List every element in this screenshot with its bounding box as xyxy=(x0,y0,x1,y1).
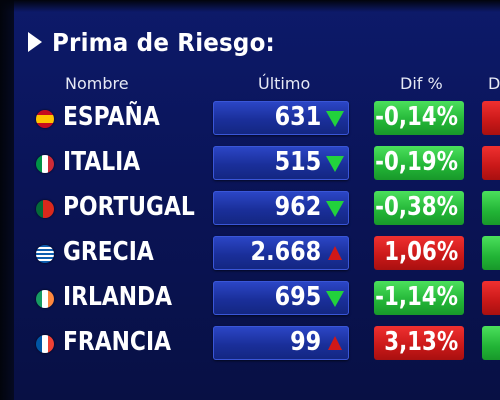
dif-cell: 3,13% xyxy=(374,326,464,360)
column-header-extra: D xyxy=(488,74,500,93)
last-value: 99 xyxy=(289,327,321,357)
dif-value: -1,14% xyxy=(375,282,458,312)
dif-cell: 1,06% xyxy=(374,236,464,270)
last-value: 2.668 xyxy=(250,237,321,267)
dif-value: 3,13% xyxy=(384,327,458,357)
france-flag-icon xyxy=(36,335,54,353)
screen-bezel-left xyxy=(0,0,14,400)
extra-cell xyxy=(482,101,500,135)
dif-cell: -0,14% xyxy=(374,101,464,135)
extra-cell xyxy=(482,191,500,225)
last-value: 631 xyxy=(274,102,321,132)
down-arrow-icon xyxy=(326,156,344,172)
ireland-flag-icon xyxy=(36,290,54,308)
portugal-flag-icon xyxy=(36,200,54,218)
down-arrow-icon xyxy=(326,201,344,217)
italy-flag-icon xyxy=(36,155,54,173)
country-name: IRLANDA xyxy=(63,282,173,312)
table-row: GRECIA 2.668 1,06% xyxy=(0,236,500,272)
last-value-cell: 515 xyxy=(213,146,349,180)
last-value-cell: 631 xyxy=(213,101,349,135)
dif-value: -0,19% xyxy=(375,147,458,177)
screen-bezel-top xyxy=(0,0,500,12)
column-header-name: Nombre xyxy=(65,74,129,93)
last-value: 962 xyxy=(274,192,321,222)
table-row: ESPAÑA 631 -0,14% xyxy=(0,101,500,137)
country-name: FRANCIA xyxy=(63,327,171,357)
dif-cell: -0,38% xyxy=(374,191,464,225)
table-row: ITALIA 515 -0,19% xyxy=(0,146,500,182)
title-row: Prima de Riesgo: xyxy=(28,22,294,62)
dif-cell: -0,19% xyxy=(374,146,464,180)
extra-cell xyxy=(482,146,500,180)
table-row: PORTUGAL 962 -0,38% xyxy=(0,191,500,227)
extra-cell xyxy=(482,236,500,270)
last-value-cell: 99 xyxy=(213,326,349,360)
table-row: IRLANDA 695 -1,14% xyxy=(0,281,500,317)
dif-value: -0,38% xyxy=(375,192,458,222)
play-arrow-icon xyxy=(28,32,42,52)
extra-cell xyxy=(482,281,500,315)
country-name: ITALIA xyxy=(63,147,141,177)
table-row: FRANCIA 99 3,13% xyxy=(0,326,500,362)
page-title: Prima de Riesgo: xyxy=(52,27,275,57)
column-header-last: Último xyxy=(258,74,311,93)
dif-cell: -1,14% xyxy=(374,281,464,315)
last-value-cell: 2.668 xyxy=(213,236,349,270)
spain-flag-icon xyxy=(36,110,54,128)
last-value: 515 xyxy=(274,147,321,177)
dif-value: -0,14% xyxy=(375,102,458,132)
down-arrow-icon xyxy=(326,111,344,127)
extra-cell xyxy=(482,326,500,360)
last-value: 695 xyxy=(274,282,321,312)
up-arrow-icon xyxy=(328,336,342,350)
down-arrow-icon xyxy=(326,291,344,307)
dif-value: 1,06% xyxy=(384,237,458,267)
last-value-cell: 695 xyxy=(213,281,349,315)
country-name: PORTUGAL xyxy=(63,192,195,222)
column-header-dif: Dif % xyxy=(400,74,443,93)
country-name: ESPAÑA xyxy=(63,102,160,132)
up-arrow-icon xyxy=(328,246,342,260)
country-name: GRECIA xyxy=(63,237,154,267)
last-value-cell: 962 xyxy=(213,191,349,225)
greece-flag-icon xyxy=(36,245,54,263)
